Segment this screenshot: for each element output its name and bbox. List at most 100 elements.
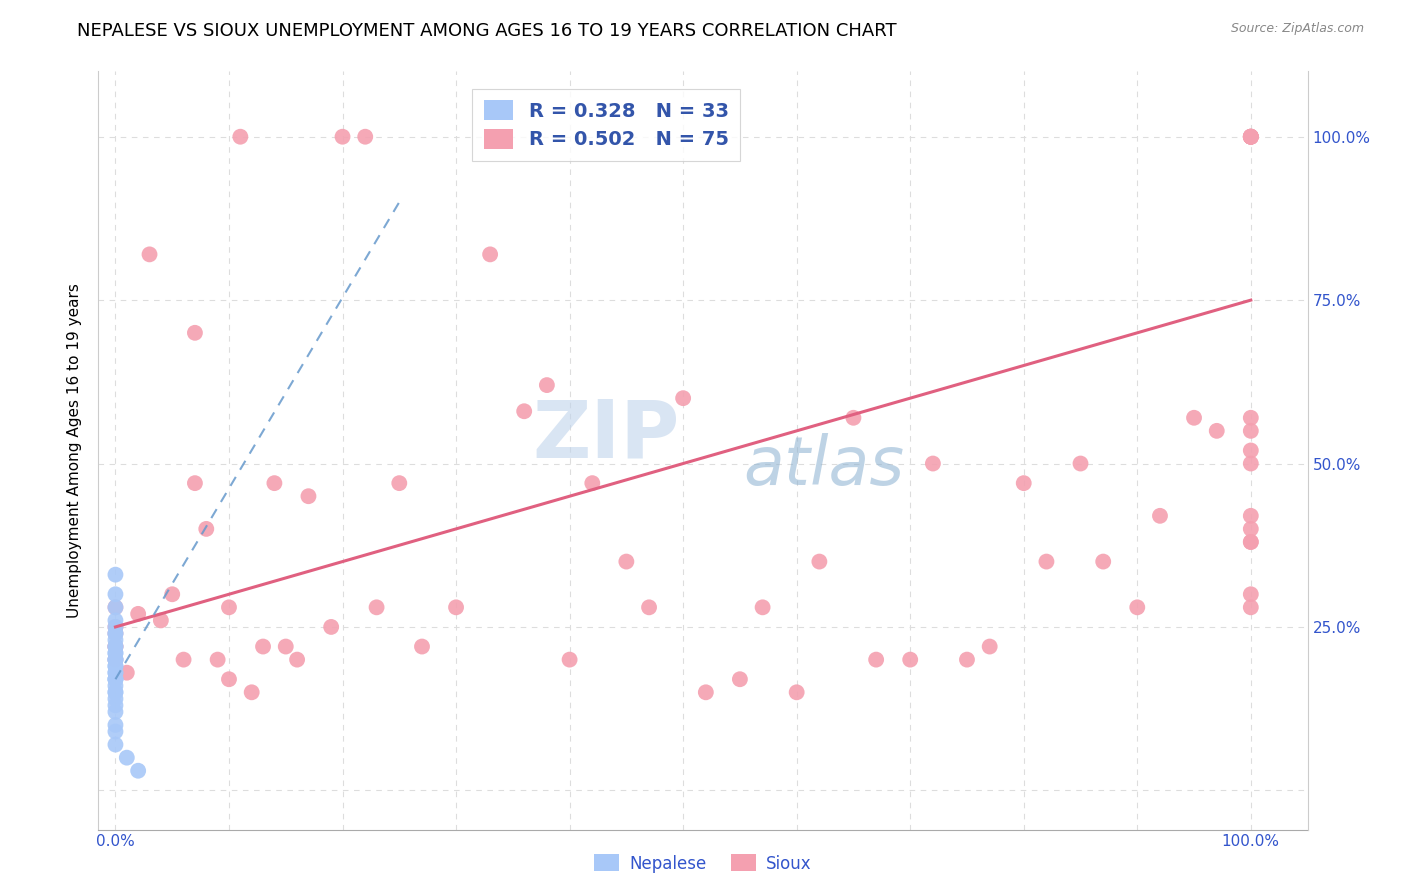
Point [104,626,127,640]
Text: Source: ZipAtlas.com: Source: ZipAtlas.com [1230,22,1364,36]
Legend: R = 0.328   N = 33, R = 0.502   N = 75: R = 0.328 N = 33, R = 0.502 N = 75 [472,88,741,161]
Point [1205,424,1227,438]
Point [104,626,127,640]
Point [104,672,127,686]
Point [332,129,354,144]
Point [104,640,127,654]
Point [104,679,127,693]
Point [1240,129,1263,144]
Point [1240,508,1263,523]
Point [1240,129,1263,144]
Point [104,646,127,660]
Point [104,724,127,739]
Point [411,640,433,654]
Point [104,691,127,706]
Point [1240,535,1263,549]
Point [104,665,127,680]
Point [263,476,285,491]
Point [321,620,343,634]
Point [1240,443,1263,458]
Point [104,698,127,713]
Point [104,659,127,673]
Point [207,652,229,666]
Point [1126,600,1149,615]
Point [1240,457,1263,471]
Point [127,764,149,778]
Point [138,247,160,261]
Point [922,457,945,471]
Text: atlas: atlas [744,433,904,499]
Point [127,607,149,621]
Point [638,600,661,615]
Y-axis label: Unemployment Among Ages 16 to 19 years: Unemployment Among Ages 16 to 19 years [67,283,83,618]
Point [104,652,127,666]
Point [195,522,218,536]
Point [898,652,921,666]
Point [104,633,127,648]
Point [751,600,773,615]
Point [1240,600,1263,615]
Point [1240,424,1263,438]
Point [104,659,127,673]
Point [104,567,127,582]
Legend: Nepalese, Sioux: Nepalese, Sioux [588,847,818,880]
Point [104,718,127,732]
Point [104,614,127,628]
Point [1240,129,1263,144]
Point [218,600,240,615]
Point [184,326,207,340]
Point [274,640,297,654]
Point [513,404,536,418]
Point [581,476,603,491]
Point [558,652,581,666]
Point [1240,129,1263,144]
Point [104,640,127,654]
Point [115,665,138,680]
Point [1240,410,1263,425]
Point [173,652,195,666]
Point [218,672,240,686]
Point [104,652,127,666]
Point [104,665,127,680]
Point [1035,555,1057,569]
Point [366,600,388,615]
Point [1092,555,1115,569]
Point [104,620,127,634]
Point [979,640,1001,654]
Text: ZIP: ZIP [533,396,681,475]
Point [104,640,127,654]
Point [104,672,127,686]
Point [104,626,127,640]
Point [229,129,252,144]
Text: NEPALESE VS SIOUX UNEMPLOYMENT AMONG AGES 16 TO 19 YEARS CORRELATION CHART: NEPALESE VS SIOUX UNEMPLOYMENT AMONG AGE… [77,22,897,40]
Point [842,410,865,425]
Point [184,476,207,491]
Point [104,652,127,666]
Point [285,652,308,666]
Point [104,620,127,634]
Point [104,640,127,654]
Point [1240,522,1263,536]
Point [808,555,831,569]
Point [865,652,887,666]
Point [104,672,127,686]
Point [1182,410,1205,425]
Point [786,685,808,699]
Point [1240,129,1263,144]
Point [104,685,127,699]
Point [479,247,502,261]
Point [104,600,127,615]
Point [297,489,319,503]
Point [672,391,695,405]
Point [115,750,138,764]
Point [160,587,183,601]
Point [728,672,751,686]
Point [104,652,127,666]
Point [1240,587,1263,601]
Point [1240,535,1263,549]
Point [252,640,274,654]
Point [240,685,263,699]
Point [104,600,127,615]
Point [104,685,127,699]
Point [1240,129,1263,144]
